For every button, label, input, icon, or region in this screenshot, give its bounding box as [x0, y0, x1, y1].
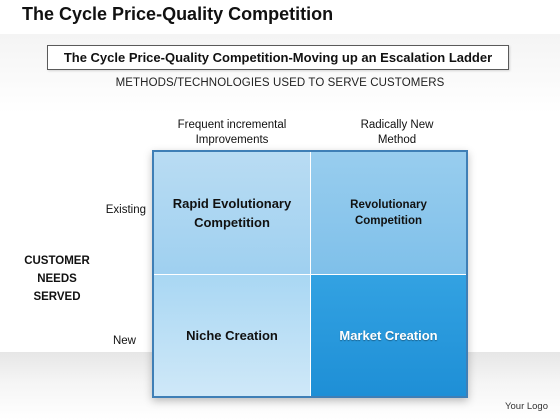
cell-rapid-evolutionary-competition: Rapid Evolutionary Competition: [154, 152, 311, 275]
row-label-new: New: [112, 335, 136, 347]
cell-text: Niche Creation: [186, 328, 278, 343]
logo-text: Your Logo: [505, 401, 548, 412]
cell-text-line: Revolutionary: [350, 199, 427, 211]
side-label-line: CUSTOMER: [24, 255, 90, 267]
competition-matrix: Rapid Evolutionary Competition Revolutio…: [152, 150, 468, 398]
cell-text-line: Competition: [354, 215, 423, 227]
column-label-line: Frequent incremental: [177, 119, 287, 131]
methods-label: METHODS/TECHNOLOGIES USED TO SERVE CUSTO…: [115, 77, 445, 89]
side-label-line: SERVED: [33, 291, 81, 303]
column-label-line: Radically New: [360, 119, 434, 131]
column-label-incremental: Frequent incremental Improvements: [157, 118, 307, 148]
row-label-existing: Existing: [105, 204, 146, 216]
page-title: The Cycle Price-Quality Competition: [22, 4, 334, 24]
cell-niche-creation: Niche Creation: [154, 275, 311, 396]
cell-market-creation: Market Creation: [311, 275, 466, 396]
subtitle-box: The Cycle Price-Quality Competition-Movi…: [47, 45, 509, 70]
cell-revolutionary-competition: Revolutionary Competition: [311, 152, 466, 275]
column-label-line: Improvements: [195, 134, 269, 146]
cell-text-line: Rapid Evolutionary: [172, 196, 292, 211]
customer-needs-label: CUSTOMER NEEDS SERVED: [12, 252, 102, 306]
cell-text: Market Creation: [339, 328, 438, 343]
subtitle-text: The Cycle Price-Quality Competition-Movi…: [63, 50, 493, 65]
column-label-radical: Radically New Method: [322, 118, 472, 148]
cell-text-line: Competition: [194, 215, 270, 230]
side-label-line: NEEDS: [37, 273, 77, 285]
column-label-line: Method: [377, 134, 417, 146]
